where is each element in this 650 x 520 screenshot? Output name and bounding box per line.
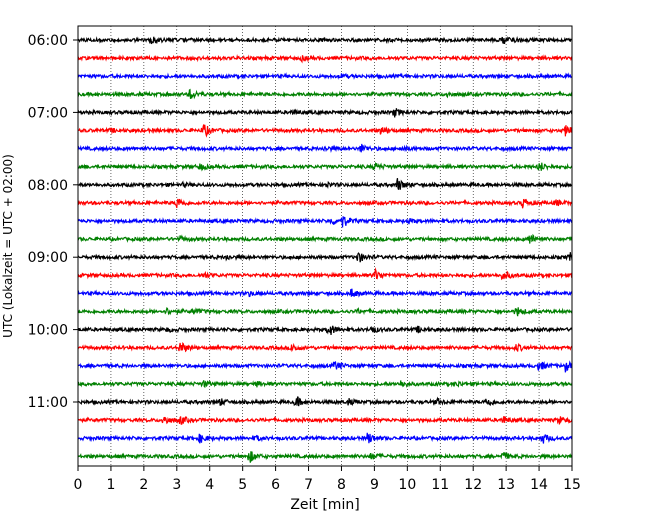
trace-0800 <box>77 178 573 190</box>
trace-1145 <box>77 451 573 463</box>
y-tick-label: 09:00 <box>28 250 68 266</box>
trace-1130 <box>77 432 573 444</box>
seismogram-traces <box>77 35 573 463</box>
x-axis-label: Zeit [min] <box>290 497 359 513</box>
trace-0745 <box>77 161 573 172</box>
trace-1045 <box>77 379 573 389</box>
y-axis-ticks: 06:00 07:00 08:00 09:00 10:00 11:00 <box>28 33 78 411</box>
trace-0715 <box>77 124 573 138</box>
trace-0615 <box>77 54 573 64</box>
trace-0900 <box>77 252 573 263</box>
trace-0630 <box>77 72 573 81</box>
trace-0845 <box>77 233 573 244</box>
trace-0700 <box>77 108 573 118</box>
x-tick-label: 7 <box>304 477 313 493</box>
trace-0830 <box>77 216 573 228</box>
x-tick-label: 15 <box>563 477 581 493</box>
trace-0645 <box>77 88 573 100</box>
trace-0915 <box>77 267 573 281</box>
y-tick-label: 11:00 <box>28 395 68 411</box>
trace-0815 <box>77 198 573 209</box>
y-axis-label: UTC (Lokalzeit = UTC + 02:00) <box>1 154 15 338</box>
y-tick-label: 06:00 <box>28 33 68 49</box>
trace-0945 <box>77 306 573 317</box>
x-axis-ticks: 0 1 2 3 4 5 6 7 8 9 10 11 12 13 14 15 <box>74 466 581 493</box>
trace-0600 <box>77 35 573 45</box>
trace-1100 <box>77 396 573 407</box>
x-tick-label: 11 <box>431 477 449 493</box>
x-tick-label: 8 <box>337 477 346 493</box>
trace-1015 <box>77 342 573 353</box>
x-tick-label: 1 <box>106 477 115 493</box>
x-tick-label: 3 <box>172 477 181 493</box>
y-tick-label: 10:00 <box>28 323 68 339</box>
x-tick-label: 10 <box>398 477 416 493</box>
x-tick-label: 9 <box>370 477 379 493</box>
x-tick-label: 2 <box>139 477 148 493</box>
plot-frame <box>77 25 573 467</box>
trace-1030 <box>77 360 573 373</box>
x-tick-label: 4 <box>205 477 214 493</box>
trace-0930 <box>77 288 573 298</box>
y-tick-label: 07:00 <box>28 105 68 121</box>
x-tick-label: 5 <box>238 477 247 493</box>
x-tick-label: 13 <box>497 477 515 493</box>
x-tick-label: 0 <box>74 477 83 493</box>
trace-1115 <box>77 415 573 425</box>
x-tick-label: 12 <box>464 477 482 493</box>
x-tick-label: 6 <box>271 477 280 493</box>
trace-1000 <box>77 325 573 335</box>
y-tick-label: 08:00 <box>28 178 68 194</box>
x-tick-label: 14 <box>530 477 548 493</box>
trace-0730 <box>77 143 573 153</box>
x-gridlines <box>110 26 540 466</box>
